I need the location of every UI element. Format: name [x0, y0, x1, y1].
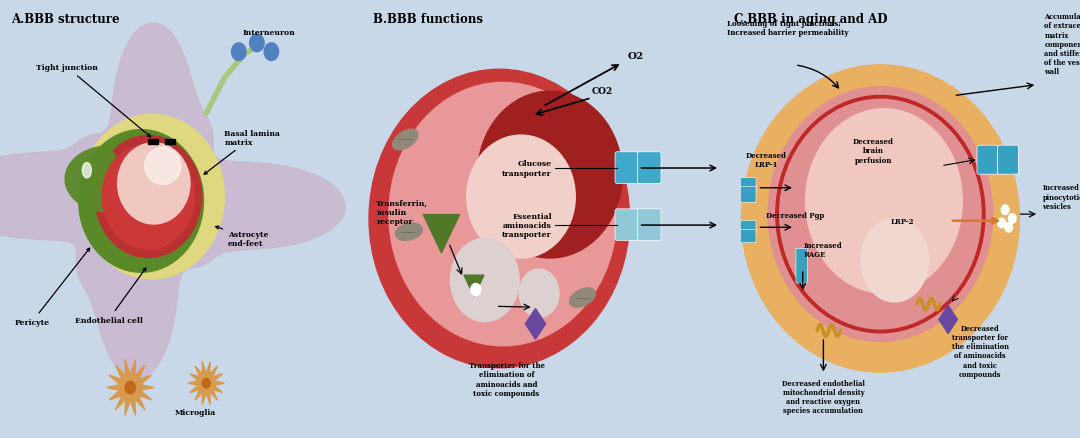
Circle shape: [265, 44, 279, 61]
Ellipse shape: [395, 223, 422, 241]
Bar: [148, 139, 159, 145]
Ellipse shape: [393, 130, 418, 150]
Ellipse shape: [369, 70, 630, 368]
Circle shape: [861, 219, 929, 302]
Polygon shape: [65, 147, 144, 212]
Polygon shape: [0, 24, 345, 379]
Ellipse shape: [768, 88, 993, 342]
Text: Decreased
transporter for
the elimination
of aminoacids
and toxic
compounds: Decreased transporter for the eliminatio…: [951, 324, 1009, 378]
Circle shape: [1001, 205, 1009, 215]
FancyBboxPatch shape: [616, 152, 638, 184]
Text: Increased
RAGE: Increased RAGE: [804, 241, 842, 258]
Ellipse shape: [95, 136, 202, 258]
Circle shape: [249, 35, 265, 53]
Text: Decreased
LRP-1: Decreased LRP-1: [746, 151, 787, 169]
Ellipse shape: [742, 66, 1020, 372]
Circle shape: [125, 381, 135, 394]
Polygon shape: [188, 362, 225, 405]
FancyBboxPatch shape: [977, 146, 998, 175]
FancyBboxPatch shape: [616, 209, 638, 241]
Circle shape: [231, 44, 246, 61]
FancyBboxPatch shape: [998, 146, 1018, 175]
Text: Glucose
transporter: Glucose transporter: [502, 160, 552, 177]
Circle shape: [202, 378, 211, 388]
Text: Decreased
brain
perfusion: Decreased brain perfusion: [853, 138, 894, 164]
Circle shape: [519, 269, 559, 318]
Circle shape: [471, 284, 481, 296]
Bar: [164, 139, 175, 145]
Circle shape: [998, 219, 1005, 228]
Ellipse shape: [103, 145, 194, 250]
Text: CO2: CO2: [592, 87, 612, 96]
Ellipse shape: [82, 163, 92, 178]
Ellipse shape: [118, 143, 190, 224]
Ellipse shape: [467, 136, 576, 258]
Text: A.BBB structure: A.BBB structure: [11, 13, 120, 26]
Ellipse shape: [145, 148, 181, 185]
Text: LRP-2: LRP-2: [891, 217, 915, 225]
FancyBboxPatch shape: [741, 230, 756, 243]
Circle shape: [450, 239, 519, 322]
Text: Microglia: Microglia: [175, 408, 216, 416]
Ellipse shape: [389, 83, 617, 346]
FancyBboxPatch shape: [637, 152, 661, 184]
FancyBboxPatch shape: [741, 178, 756, 194]
Text: Interneuron: Interneuron: [242, 29, 295, 37]
FancyBboxPatch shape: [637, 209, 661, 241]
Text: Increased
pinocytotic
vesicles: Increased pinocytotic vesicles: [1042, 184, 1080, 210]
Text: Transferrin,
insulin
receptor: Transferrin, insulin receptor: [376, 199, 429, 226]
FancyBboxPatch shape: [741, 187, 756, 203]
FancyBboxPatch shape: [741, 221, 756, 234]
Circle shape: [1004, 223, 1013, 233]
Text: Pericyte: Pericyte: [14, 248, 90, 326]
Polygon shape: [939, 306, 957, 334]
Text: Decreased endothelial
mitochondrial density
and reactive oxygen
species accumula: Decreased endothelial mitochondrial dens…: [782, 379, 865, 414]
Text: Loosening of tight junctions;
Increased barrier permeability: Loosening of tight junctions; Increased …: [727, 20, 849, 37]
Text: Accumulation
of extracellular
matrix
components
and stiffening
of the vessel
wal: Accumulation of extracellular matrix com…: [1044, 13, 1080, 76]
Circle shape: [1009, 214, 1016, 224]
Text: Essential
aminoacids
transporter: Essential aminoacids transporter: [502, 212, 552, 239]
Text: B.BBB functions: B.BBB functions: [373, 13, 483, 26]
Text: O2: O2: [627, 52, 644, 61]
Text: Tight junction: Tight junction: [37, 64, 150, 138]
Ellipse shape: [80, 115, 225, 279]
Ellipse shape: [79, 130, 203, 272]
Polygon shape: [107, 360, 153, 415]
Text: Basal lamina
matrix: Basal lamina matrix: [204, 129, 280, 175]
Text: Transporter for the
elimination of
aminoacids and
toxic compounds: Transporter for the elimination of amino…: [469, 361, 544, 397]
Text: Astrocyte
end-feet: Astrocyte end-feet: [216, 226, 269, 247]
FancyBboxPatch shape: [796, 249, 808, 283]
Text: Decreased Pgp: Decreased Pgp: [767, 212, 825, 220]
Text: Endothelial cell: Endothelial cell: [75, 268, 146, 324]
Ellipse shape: [569, 288, 595, 307]
Ellipse shape: [477, 92, 622, 258]
Text: C.BBB in aging and AD: C.BBB in aging and AD: [734, 13, 888, 26]
Polygon shape: [525, 309, 545, 339]
Ellipse shape: [806, 110, 962, 293]
